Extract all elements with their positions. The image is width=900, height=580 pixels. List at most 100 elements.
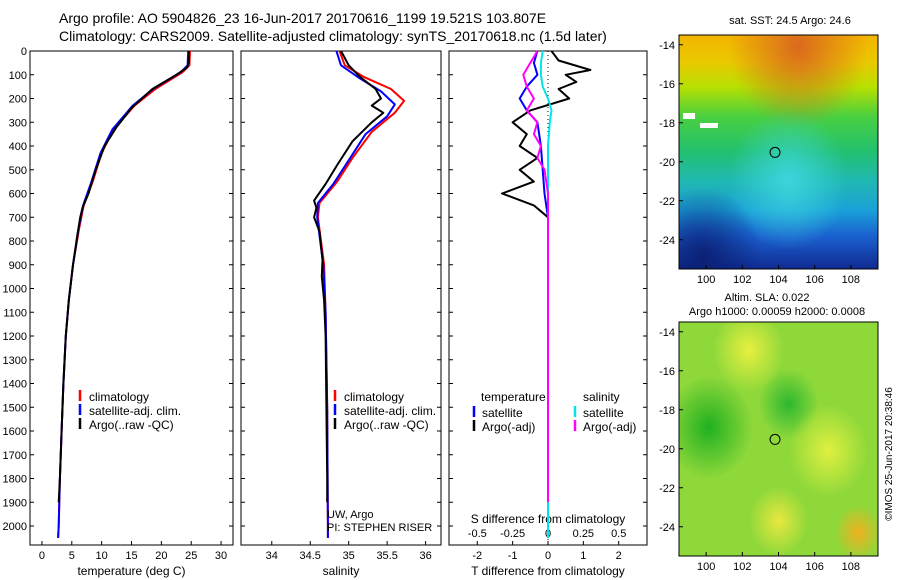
argo-position-marker [769,146,781,158]
legend-title: salinity [583,390,620,404]
x-tick-label: 0 [545,550,551,562]
map-x-tick-label: 104 [769,561,787,573]
y-tick-label: 1400 [3,379,27,391]
legend-label: climatology [344,390,404,404]
y-tick-label: 2000 [3,521,27,533]
map-y-tick-label: -22 [659,483,675,495]
map-x-tick-label: 100 [697,561,715,573]
y-tick-label: 1600 [3,426,27,438]
y-tick-label: 1100 [3,307,27,319]
difference-panel: -2 -1 0 1 2 T difference from climatology -0.5… [448,50,648,578]
map-x-tick-label: 108 [842,561,860,573]
legend-title: temperature [481,390,546,404]
y-tick-label: 400 [9,141,27,153]
x-axis-label: salinity [323,564,360,578]
map-y-tick-label: -24 [659,522,675,534]
sst-map-title: sat. SST: 24.5 Argo: 24.6 [729,15,851,27]
header-line-1: Argo profile: AO 5904826_23 16-Jun-2017 … [59,10,546,26]
sst-cloud-gap [683,113,695,119]
sla-map-panel: 100 102 104 106 108 -14 -16 -18 -20 -22 -24 [659,321,879,573]
x-tick-label-top: 0.25 [573,528,594,540]
legend-label: climatology [89,390,149,404]
map-y-tick-label: -14 [659,40,675,52]
series-line-3 [313,50,385,503]
y-tick-label: 1900 [3,497,27,509]
y-tick-label: 900 [9,260,27,272]
legend-label: Argo(-adj) [482,420,535,434]
y-tick-label: 100 [9,70,27,82]
annotation: UW, Argo [327,509,373,521]
map-x-tick-label: 104 [769,274,787,286]
x-tick-label: 35.5 [376,550,397,562]
sst-deep-patch [679,35,878,269]
imos-stamp: ©IMOS 25-Jun-2017 20:38:46 [884,387,895,521]
x-axis-label: temperature (deg C) [77,564,185,578]
temperature-panel: 0 100 200 300 400 500 600 700 800 900 1000 1100 1200… [3,46,234,578]
map-y-tick-label: -16 [659,366,675,378]
map-y-tick-label: -18 [659,118,675,130]
map-y-tick-label: -20 [659,444,675,456]
legend-label: satellite-adj. clim. [344,404,436,418]
map-x-tick-label: 108 [842,274,860,286]
x-tick-label-top: -0.5 [468,528,487,540]
y-tick-label: 1000 [3,284,27,296]
annotation: PI: STEPHEN RISER [327,522,432,534]
y-tick-label: 1500 [3,402,27,414]
y-tick-label: 1200 [3,331,27,343]
plot-frame [29,50,234,546]
legend-label: Argo(..raw -QC) [89,418,174,432]
y-tick-label: 300 [9,117,27,129]
map-x-tick-label: 102 [733,561,751,573]
x-tick-label-top: -0.25 [500,528,525,540]
y-tick-label: 200 [9,94,27,106]
x-tick-label: 25 [185,550,197,562]
sst-map-panel: 100 102 104 106 108 -14 -16 -18 -20 -22 -24 [659,34,879,286]
x-tick-label: 2 [616,550,622,562]
map-y-tick-label: -16 [659,79,675,91]
sla-map-subtitle: Argo h1000: 0.00059 h2000: 0.0008 [689,306,865,318]
map-y-tick-label: -20 [659,157,675,169]
y-tick-label: 800 [9,236,27,248]
y-tick-label: 1300 [3,355,27,367]
x-tick-label: 30 [215,550,227,562]
x-axis-label: T difference from climatology [471,564,625,578]
x-tick-label: 0 [39,550,45,562]
x-tick-label: 5 [69,550,75,562]
x-tick-label: 36 [419,550,431,562]
map-x-tick-label: 100 [697,274,715,286]
map-x-tick-label: 102 [733,274,751,286]
map-y-tick-label: -14 [659,327,675,339]
sst-cloud-gap [700,123,718,128]
x-tick-label: 15 [125,550,137,562]
plot-frame [240,50,442,546]
sla-peak-patch [679,322,878,556]
series-line-3 [57,51,190,503]
x-tick-label-top: 0.5 [611,528,626,540]
x-tick-label: 35 [343,550,355,562]
header-line-2: Climatology: CARS2009. Satellite-adjuste… [59,28,607,44]
legend-label: Argo(-adj) [583,420,636,434]
x-tick-label: 1 [580,550,586,562]
map-y-tick-label: -22 [659,196,675,208]
map-x-tick-label: 106 [806,274,824,286]
x-tick-label: 10 [96,550,108,562]
salinity-panel: 34 34.5 35 35.5 36 salinity climatologysatelli… [240,50,442,578]
argo-position-marker [769,433,781,445]
x-tick-label: 34.5 [300,550,321,562]
legend-label: satellite [583,406,624,420]
map-y-tick-label: -24 [659,235,675,247]
y-tick-label: 600 [9,189,27,201]
legend-label: satellite-adj. clim. [89,404,181,418]
y-tick-label: 1700 [3,450,27,462]
legend-label: Argo(..raw -QC) [344,418,429,432]
legend-label: satellite [482,406,523,420]
x-tick-label: 34 [266,550,278,562]
map-y-tick-label: -18 [659,405,675,417]
x-tick-label: -1 [508,550,518,562]
map-x-tick-label: 106 [806,561,824,573]
y-tick-label: 500 [9,165,27,177]
y-tick-label: 700 [9,212,27,224]
x-tick-label: -2 [472,550,482,562]
